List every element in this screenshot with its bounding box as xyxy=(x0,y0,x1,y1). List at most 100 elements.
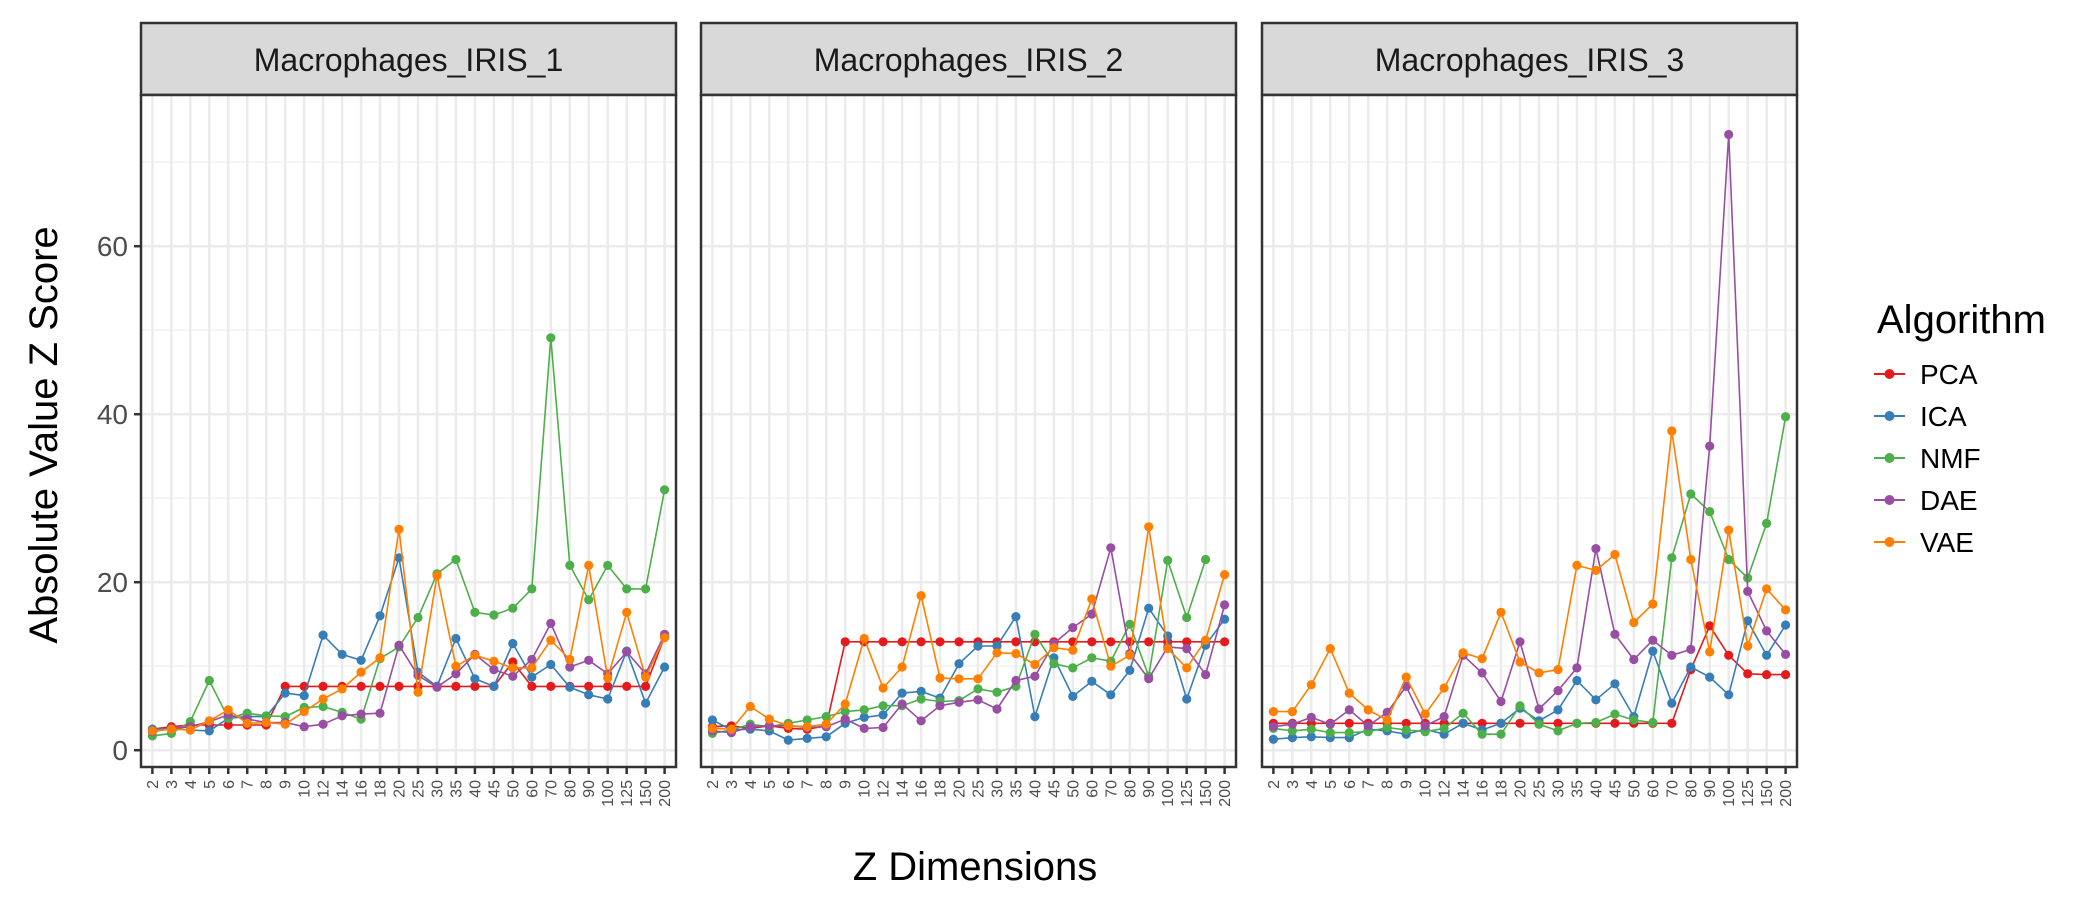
panel-border xyxy=(139,93,678,769)
data-point-vae xyxy=(508,663,518,673)
data-point-nmf xyxy=(1648,717,1658,728)
data-point-nmf xyxy=(973,684,983,694)
data-point-dae xyxy=(1629,654,1639,665)
data-point-nmf xyxy=(1762,518,1772,529)
data-point-nmf xyxy=(1724,554,1734,565)
data-point-pca xyxy=(451,681,461,692)
data-point-vae xyxy=(935,673,945,683)
data-point-ica xyxy=(1762,650,1772,660)
data-point-vae xyxy=(1610,549,1620,560)
data-point-pca xyxy=(280,681,290,692)
data-point-nmf xyxy=(261,711,271,721)
data-point-ica xyxy=(1667,698,1677,708)
facet-panel: Macrophages_IRIS_12 3 4 5 6 7 8 9 10 12 14 16 18 20 25… xyxy=(97,21,678,807)
data-point-vae xyxy=(859,633,869,644)
data-point-ica xyxy=(954,659,964,669)
x-tick-label: 10 xyxy=(857,780,874,798)
data-point-vae xyxy=(546,635,556,645)
data-point-nmf xyxy=(489,610,499,620)
data-point-vae xyxy=(1011,649,1021,659)
data-point-ica xyxy=(1458,718,1468,728)
data-point-pca xyxy=(897,637,907,647)
data-point-dae xyxy=(745,722,755,732)
x-tick-label: 18 xyxy=(1494,780,1511,798)
y-tick-label: 40 xyxy=(97,399,128,430)
data-point-vae xyxy=(916,591,926,601)
panel-border xyxy=(699,93,1238,769)
x-tick-label: 6 xyxy=(1342,780,1359,789)
data-point-ica xyxy=(204,726,214,736)
data-point-vae xyxy=(783,721,793,731)
x-tick-label: 30 xyxy=(430,780,447,798)
data-point-dae xyxy=(1781,649,1791,660)
y-axis-title: Absolute Value Z Score xyxy=(22,226,66,643)
data-point-ica xyxy=(584,690,594,700)
data-point-vae xyxy=(1087,594,1097,604)
data-point-dae xyxy=(1496,696,1506,707)
data-point-dae xyxy=(1106,543,1116,553)
data-point-dae xyxy=(432,682,442,692)
data-point-nmf xyxy=(1496,729,1506,739)
data-point-dae xyxy=(1087,609,1097,619)
x-tick-label: 7 xyxy=(1361,780,1378,789)
y-tick-label: 20 xyxy=(97,567,128,598)
x-tick-label: 90 xyxy=(581,780,598,798)
data-point-dae xyxy=(1724,129,1734,140)
x-tick-label: 7 xyxy=(800,780,817,789)
data-point-ica xyxy=(280,688,290,698)
data-point-dae xyxy=(1534,704,1544,714)
data-point-dae xyxy=(584,655,594,665)
data-point-vae xyxy=(603,673,613,683)
x-tick-label: 200 xyxy=(1778,780,1795,807)
data-point-dae xyxy=(1420,721,1430,731)
data-point-nmf xyxy=(584,595,594,605)
data-point-nmf xyxy=(1125,619,1135,629)
x-tick-label: 70 xyxy=(543,780,560,798)
data-point-nmf xyxy=(204,675,214,686)
x-tick-label: 20 xyxy=(392,780,409,798)
data-point-ica xyxy=(1496,718,1506,728)
series-line-vae xyxy=(712,525,1226,731)
data-point-ica xyxy=(318,630,328,640)
data-point-nmf xyxy=(1049,659,1059,669)
data-point-nmf xyxy=(1401,725,1411,735)
x-tick-label: 3 xyxy=(724,780,741,789)
data-point-dae xyxy=(1306,712,1316,723)
data-point-vae xyxy=(878,683,888,693)
legend-item-ica: ICA xyxy=(1874,401,1967,432)
data-point-nmf xyxy=(1068,663,1078,673)
data-point-nmf xyxy=(1458,708,1468,718)
x-tick-label: 80 xyxy=(562,780,579,798)
data-point-ica xyxy=(603,694,613,704)
facet-strip xyxy=(1260,21,1799,97)
data-point-dae xyxy=(1344,705,1354,715)
data-point-nmf xyxy=(318,701,328,712)
data-point-ica xyxy=(1781,620,1791,630)
x-tick-label: 16 xyxy=(354,780,371,798)
data-point-vae xyxy=(1572,560,1582,571)
data-point-ica xyxy=(878,710,888,720)
series-line-nmf xyxy=(1273,416,1787,736)
data-point-dae xyxy=(764,721,774,731)
data-point-pca xyxy=(1401,718,1411,728)
data-point-pca xyxy=(840,637,850,647)
x-tick-label: 30 xyxy=(990,780,1007,798)
data-point-nmf xyxy=(565,560,575,571)
data-point-vae xyxy=(356,667,366,677)
data-point-ica xyxy=(1705,672,1715,682)
data-point-vae xyxy=(1534,668,1544,678)
x-tick-label: 150 xyxy=(1759,780,1776,807)
data-point-nmf xyxy=(1325,728,1335,738)
data-point-ica xyxy=(337,649,347,660)
x-tick-label: 8 xyxy=(819,780,836,789)
data-point-dae xyxy=(973,695,983,705)
x-tick-label: 20 xyxy=(1513,780,1530,798)
data-point-nmf xyxy=(641,584,651,594)
data-point-dae xyxy=(878,722,888,733)
data-point-vae xyxy=(1287,707,1297,717)
x-tick-label: 100 xyxy=(1160,780,1177,807)
x-tick-label: 60 xyxy=(1645,780,1662,798)
data-point-nmf xyxy=(546,333,556,343)
x-axis-title: Z Dimensions xyxy=(853,845,1098,889)
data-point-nmf xyxy=(1553,726,1563,736)
